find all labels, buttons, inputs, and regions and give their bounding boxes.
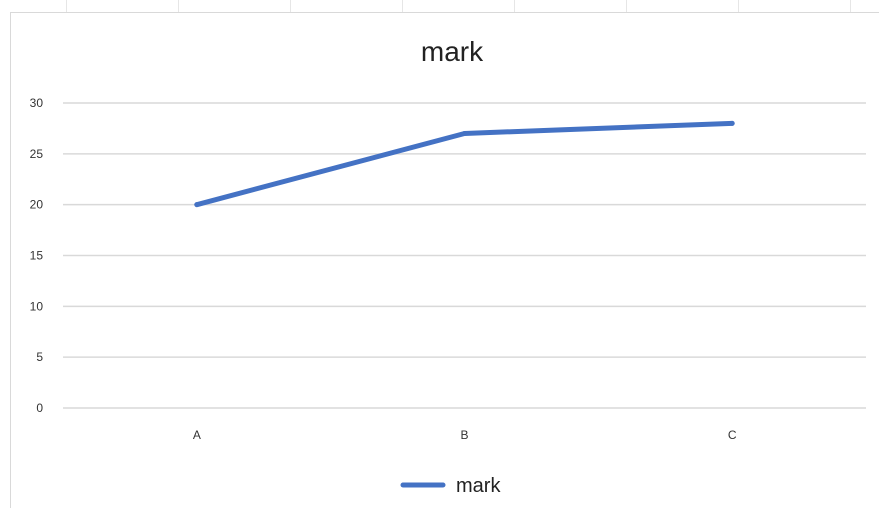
- x-tick-label: C: [728, 428, 737, 442]
- sheet-column-divider: [178, 0, 179, 12]
- sheet-column-divider: [738, 0, 739, 12]
- gridlines: [63, 102, 866, 409]
- data-point[interactable]: [462, 131, 467, 136]
- y-tick-label: 5: [36, 350, 43, 364]
- chart-container[interactable]: mark 0 5 10 15 20 25 30 A B C mark: [10, 12, 879, 508]
- y-tick-label: 30: [30, 96, 44, 110]
- sheet-column-divider: [626, 0, 627, 12]
- data-point[interactable]: [194, 202, 200, 208]
- sheet-column-divider: [290, 0, 291, 12]
- series-layer: [194, 120, 735, 208]
- y-tick-label: 10: [30, 299, 44, 313]
- legend-label: mark: [456, 475, 501, 497]
- y-axis-ticks: 0 5 10 15 20 25 30: [30, 96, 44, 415]
- x-tick-label: B: [460, 428, 468, 442]
- data-point[interactable]: [729, 120, 735, 126]
- chart-title: mark: [421, 36, 484, 67]
- x-tick-label: A: [193, 428, 201, 442]
- sheet-column-divider: [514, 0, 515, 12]
- y-tick-label: 20: [30, 198, 44, 212]
- sheet-column-divider: [850, 0, 851, 12]
- y-tick-label: 25: [30, 147, 44, 161]
- x-axis-ticks: A B C: [193, 428, 737, 442]
- line-chart: mark 0 5 10 15 20 25 30 A B C mark: [30, 36, 866, 497]
- y-tick-label: 0: [36, 401, 43, 415]
- sheet-column-divider: [66, 0, 67, 12]
- y-tick-label: 15: [30, 249, 44, 263]
- legend[interactable]: mark: [400, 475, 501, 497]
- sheet-column-divider: [402, 0, 403, 12]
